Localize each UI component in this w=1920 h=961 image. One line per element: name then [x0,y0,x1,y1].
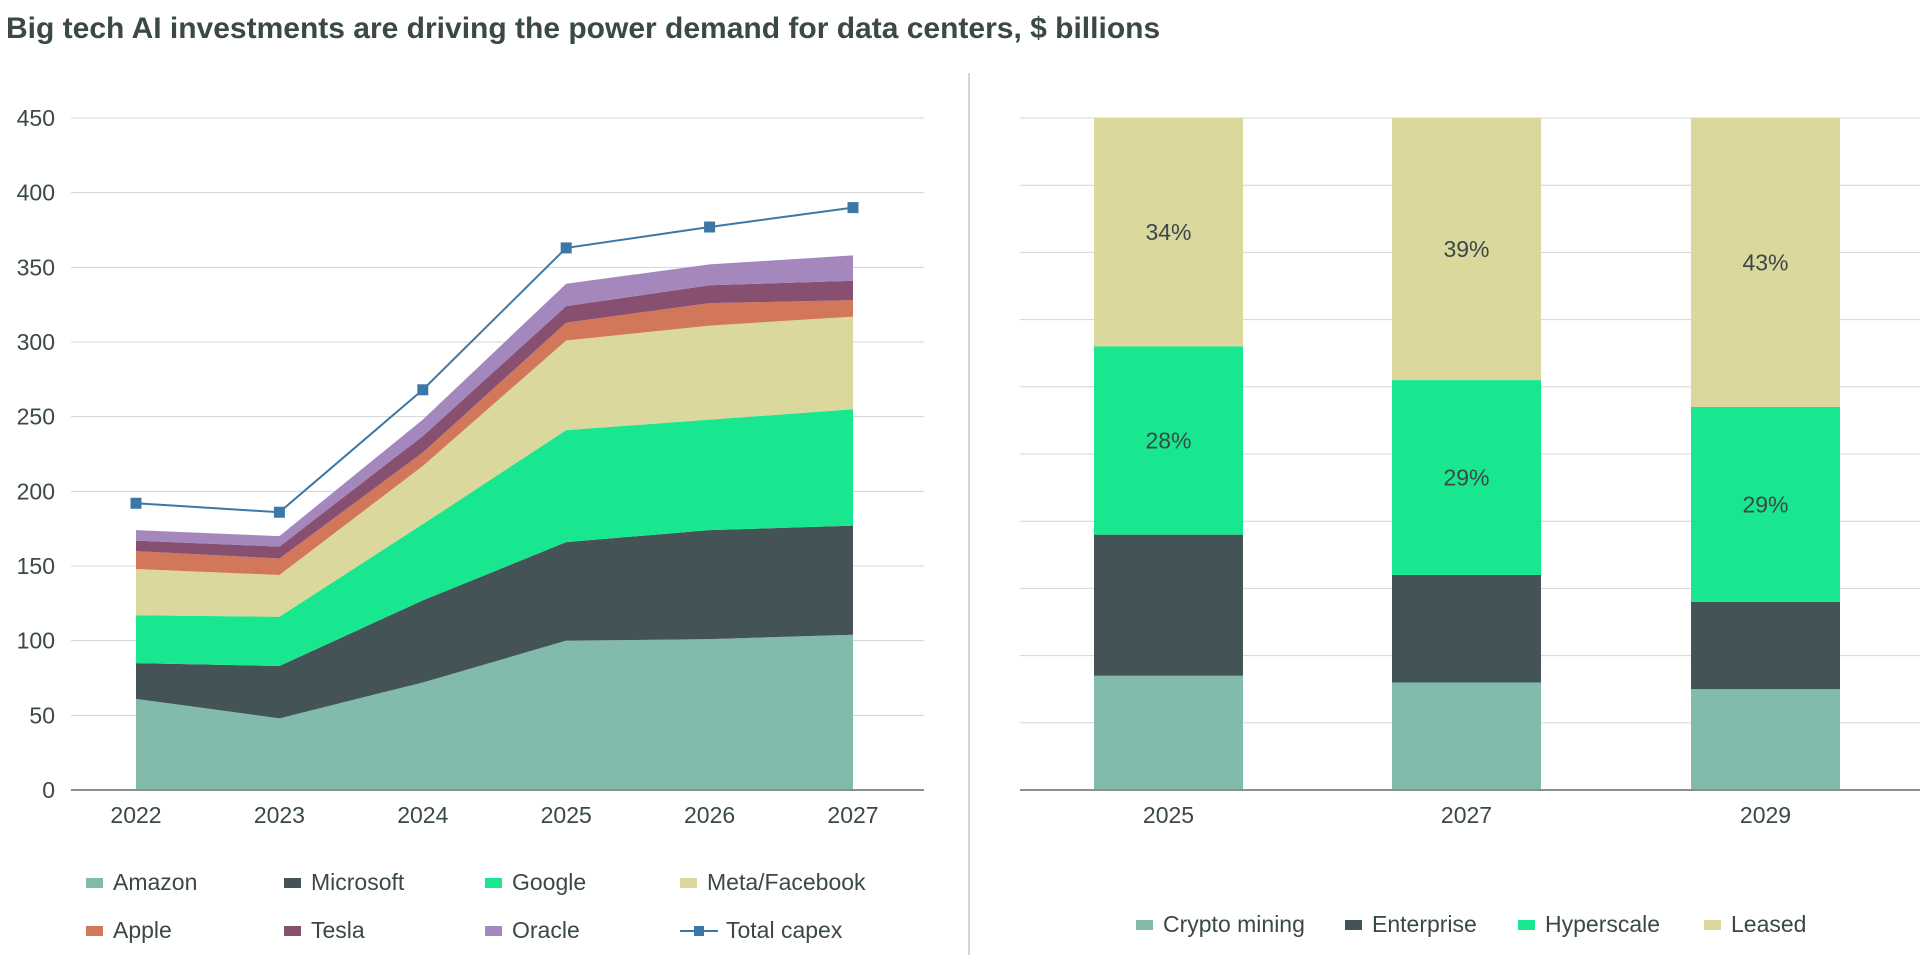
x-tick-label: 2025 [541,802,592,828]
x-tick-label: 2027 [827,802,878,828]
bar-segment-enterprise [1691,601,1840,690]
legend-item: Google [485,869,586,896]
total-capex-line [135,206,854,514]
x-tick-label: 2027 [1441,802,1492,828]
total-capex-marker [847,202,859,214]
data-label: 43% [1742,249,1788,275]
area-amazon [136,634,853,790]
legend-label: Meta/Facebook [707,869,866,895]
bar-segment-crypto-mining [1392,682,1541,790]
legend-item: Oracle [485,917,580,944]
legend-item: Tesla [284,917,365,944]
data-label: 28% [1145,428,1191,454]
y-tick-label: 450 [17,105,55,131]
y-tick-label: 350 [17,254,55,280]
y-tick-label: 0 [42,777,55,803]
legend-label: Crypto mining [1163,911,1305,937]
legend-label: Google [512,869,587,895]
data-label: 29% [1443,465,1489,491]
legend-swatch [1136,919,1153,930]
legend-swatch [485,877,502,888]
legend-item: Total capex [680,917,842,944]
y-tick-label: 250 [17,404,55,430]
legend-swatch [86,925,103,936]
legend-label: Tesla [311,917,365,943]
x-tick-label: 2022 [110,802,161,828]
bar-segment-hyperscale [1691,406,1840,602]
legend-label: Microsoft [311,869,405,895]
legend-line-marker-icon [680,925,718,937]
legend-swatch [284,877,301,888]
legend-swatch [86,877,103,888]
legend-label: Enterprise [1372,911,1477,937]
legend-item: Amazon [86,869,197,896]
y-tick-label: 150 [17,553,55,579]
bar-segment-leased [1691,118,1840,407]
bar-segment-leased [1392,118,1541,381]
x-tick-label: 2029 [1740,802,1791,828]
data-label: 39% [1443,236,1489,262]
bar-segment-hyperscale [1094,346,1243,535]
legend-swatch [680,877,697,888]
y-tick-label: 300 [17,329,55,355]
area-meta-facebook [136,316,853,617]
total-capex-marker [417,384,429,396]
legend-label: Total capex [726,917,843,943]
data-label: 29% [1742,491,1788,517]
legend-swatch [1345,919,1362,930]
legend-swatch [284,925,301,936]
legend-item: Microsoft [284,869,404,896]
legend-item: Hyperscale [1518,911,1660,938]
legend-swatch [1704,919,1721,930]
legend-item: Crypto mining [1136,911,1305,938]
chart-title: Big tech AI investments are driving the … [6,12,1161,45]
legend-label: Apple [113,917,172,943]
y-tick-label: 100 [17,628,55,654]
y-tick-label: 50 [29,702,55,728]
total-capex-marker [704,221,716,233]
x-tick-label: 2026 [684,802,735,828]
area-microsoft [136,525,853,719]
x-tick-label: 2024 [397,802,448,828]
bar-segment-enterprise [1392,574,1541,683]
legend-item: Enterprise [1345,911,1477,938]
x-tick-label: 2023 [254,802,305,828]
bar-segment-crypto-mining [1094,675,1243,790]
legend-item: Leased [1704,911,1806,938]
legend-label: Oracle [512,917,580,943]
legend-item: Apple [86,917,172,944]
total-capex-marker [130,497,142,509]
legend-label: Leased [1731,911,1807,937]
total-capex-marker [560,242,572,254]
legend-item: Meta/Facebook [680,869,866,896]
y-tick-label: 400 [17,180,55,206]
bar-segment-crypto-mining [1691,689,1840,790]
legend-label: Amazon [113,869,198,895]
bar-segment-hyperscale [1392,380,1541,575]
total-capex-marker [273,506,285,518]
legend-swatch [1518,919,1535,930]
area-google [136,409,853,667]
legend-label: Hyperscale [1545,911,1661,937]
data-label: 34% [1145,219,1191,245]
legend-swatch [485,925,502,936]
x-tick-label: 2025 [1143,802,1194,828]
y-tick-label: 200 [17,478,55,504]
bar-segment-enterprise [1094,534,1243,676]
bar-segment-leased [1094,118,1243,347]
